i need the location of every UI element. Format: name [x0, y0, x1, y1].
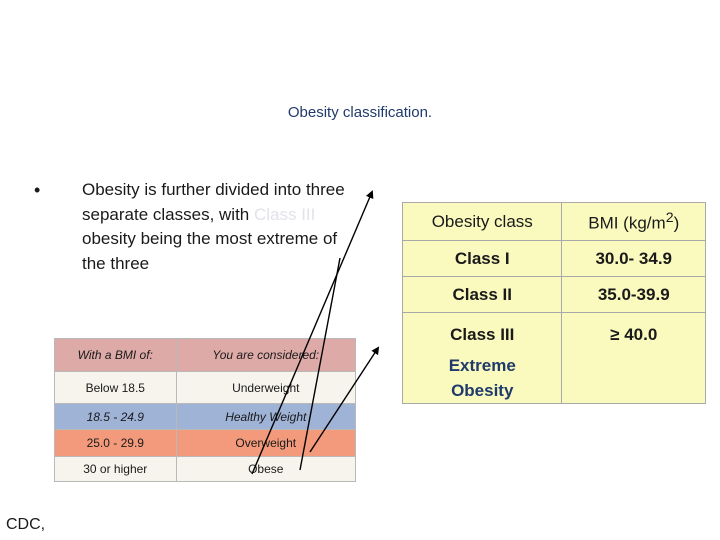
bullet-text: Obesity is further divided into three se… [82, 178, 362, 276]
bullet-text-faint: Class III [253, 204, 316, 224]
bmi-status-cell: Healthy Weight [175, 403, 357, 430]
table-row: 18.5 - 24.9 Healthy Weight [54, 403, 357, 430]
source-citation: CDC, [6, 516, 46, 533]
bmi-unit-superscript: 2 [665, 209, 674, 226]
class-name-cell: Class III Extreme Obesity [401, 312, 563, 404]
bmi-range-cell: Below 18.5 [54, 371, 177, 404]
slide-title: Obesity classification. [287, 104, 433, 121]
obesity-class-table: Obesity class BMI (kg/m2) Class I 30.0- … [401, 202, 706, 404]
class-header-bmi: BMI (kg/m2) [561, 202, 706, 241]
bmi-status-cell: Overweight [175, 429, 357, 457]
extreme-note-line1: Extreme [448, 356, 516, 375]
class-header-label: Obesity class [401, 202, 563, 241]
bmi-status-cell: Obese [175, 456, 357, 482]
extreme-note-line2: Obesity [451, 381, 514, 400]
table-row: Class II 35.0-39.9 [401, 276, 706, 313]
class-bmi-cell: ≥ 40.0 [561, 312, 706, 404]
table-row: Class III Extreme Obesity ≥ 40.0 [401, 312, 706, 404]
bmi-unit-prefix: BMI (kg/m [588, 213, 666, 233]
bmi-range-cell: 25.0 - 29.9 [54, 429, 177, 457]
bmi-weight-table: With a BMI of: You are considered: Below… [54, 338, 357, 482]
bmi-unit-suffix: ) [673, 213, 680, 233]
table-row: Below 18.5 Underweight [54, 371, 357, 404]
class-bmi-cell: 30.0- 34.9 [561, 240, 706, 277]
bmi-status-cell: Underweight [175, 371, 357, 404]
table-row: 25.0 - 29.9 Overweight [54, 429, 357, 457]
class-three-label: Class III [450, 325, 515, 344]
bmi-table-header-row: With a BMI of: You are considered: [54, 338, 357, 372]
class-bmi-cell: 35.0-39.9 [561, 276, 706, 313]
table-row: Class I 30.0- 34.9 [401, 240, 706, 277]
bullet-text-end: obesity being the most extreme of the th… [82, 229, 338, 273]
bmi-range-cell: 30 or higher [54, 456, 177, 482]
class-name-cell: Class I [401, 240, 563, 277]
bmi-header-range: With a BMI of: [54, 338, 177, 372]
bmi-range-cell: 18.5 - 24.9 [54, 403, 177, 430]
extreme-obesity-note: Extreme Obesity [403, 353, 561, 403]
table-row: 30 or higher Obese [54, 456, 357, 482]
class-name-cell: Class II [401, 276, 563, 313]
bullet-marker: • [34, 180, 41, 200]
class-table-header-row: Obesity class BMI (kg/m2) [401, 202, 706, 241]
bmi-header-status: You are considered: [175, 338, 357, 372]
